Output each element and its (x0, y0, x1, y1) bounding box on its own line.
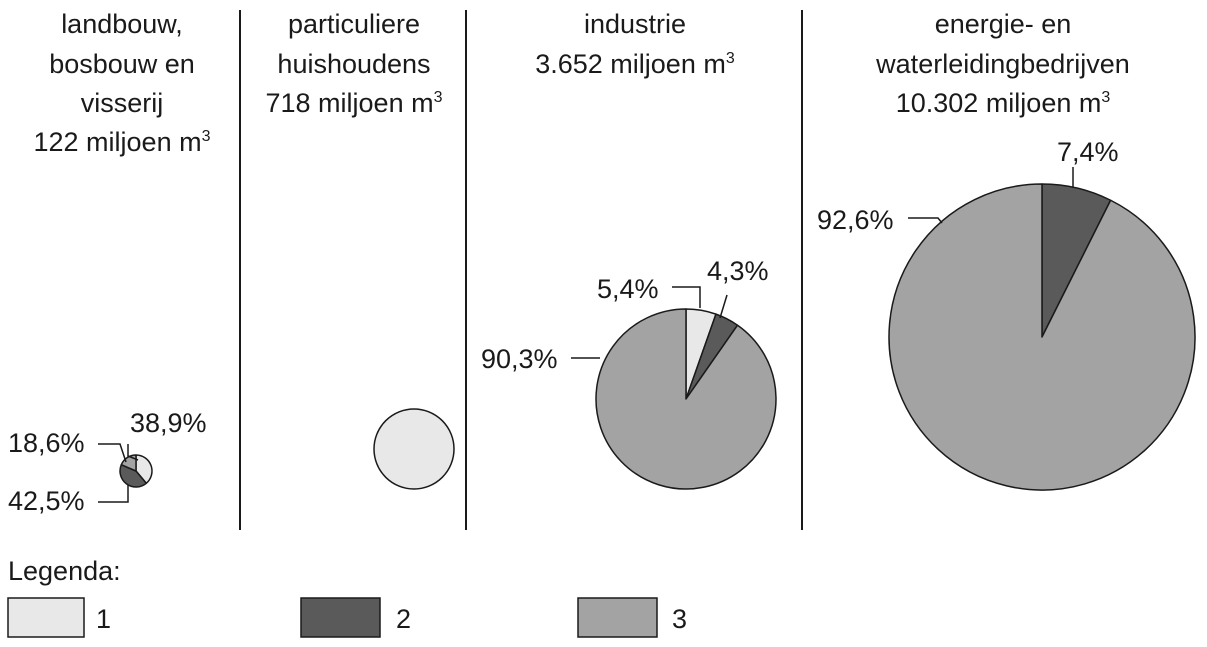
leader-line (719, 294, 728, 319)
title-line: waterleidingbedrijven (875, 49, 1130, 79)
pie (888, 183, 1196, 491)
pie-slice (595, 308, 777, 490)
slice-label: 4,3% (707, 256, 769, 286)
leader-line (127, 444, 139, 461)
volume-label: 718 miljoen m3 (266, 88, 443, 118)
pie-slice (119, 463, 148, 488)
pies (119, 183, 1196, 491)
legend-label: 2 (396, 604, 411, 634)
pie-slice (373, 408, 455, 490)
legend-label: 1 (96, 604, 111, 634)
title-line: landbouw, (61, 9, 183, 39)
panel-title-agriculture: landbouw, bosbouw en visserij 122 miljoe… (34, 9, 211, 157)
slice-label: 5,4% (597, 274, 659, 304)
volume-label: 3.652 miljoen m3 (535, 49, 735, 79)
leader-line (98, 443, 127, 463)
legend-swatch-2 (300, 597, 381, 638)
title-line: industrie (584, 9, 686, 39)
panel-title-households: particuliere huishoudens 718 miljoen m3 (266, 9, 443, 118)
pie-slice (120, 454, 137, 472)
pie-slice (888, 183, 1196, 491)
leader-line (98, 485, 129, 503)
title-line: particuliere (288, 9, 420, 39)
legend-title: Legenda: (8, 556, 121, 586)
pie-slice (135, 454, 153, 485)
slice-label: 92,6% (817, 205, 894, 235)
legend-swatch-1 (7, 597, 85, 638)
volume-label: 10.302 miljoen m3 (896, 88, 1111, 118)
pie (595, 308, 777, 490)
legend: 1 2 3 (7, 597, 687, 638)
volume-label: 122 miljoen m3 (34, 127, 211, 157)
leader-line (672, 286, 701, 308)
title-line: huishoudens (277, 49, 430, 79)
pie (373, 408, 455, 490)
title-line: visserij (81, 88, 164, 118)
leader-line (908, 217, 943, 224)
leader-lines (98, 167, 1074, 503)
pie (119, 454, 153, 488)
slice-label: 38,9% (130, 408, 207, 438)
slice-label: 90,3% (481, 344, 558, 374)
title-line: energie- en (935, 9, 1072, 39)
panel-title-industry: industrie 3.652 miljoen m3 (535, 9, 735, 79)
title-line: bosbouw en (49, 49, 195, 79)
slice-label: 7,4% (1057, 137, 1119, 167)
slice-label: 42,5% (8, 486, 85, 516)
legend-label: 3 (672, 604, 687, 634)
panel-title-energy: energie- en waterleidingbedrijven 10.302… (875, 9, 1130, 118)
legend-swatch-3 (577, 597, 658, 638)
slice-label: 18,6% (8, 428, 85, 458)
